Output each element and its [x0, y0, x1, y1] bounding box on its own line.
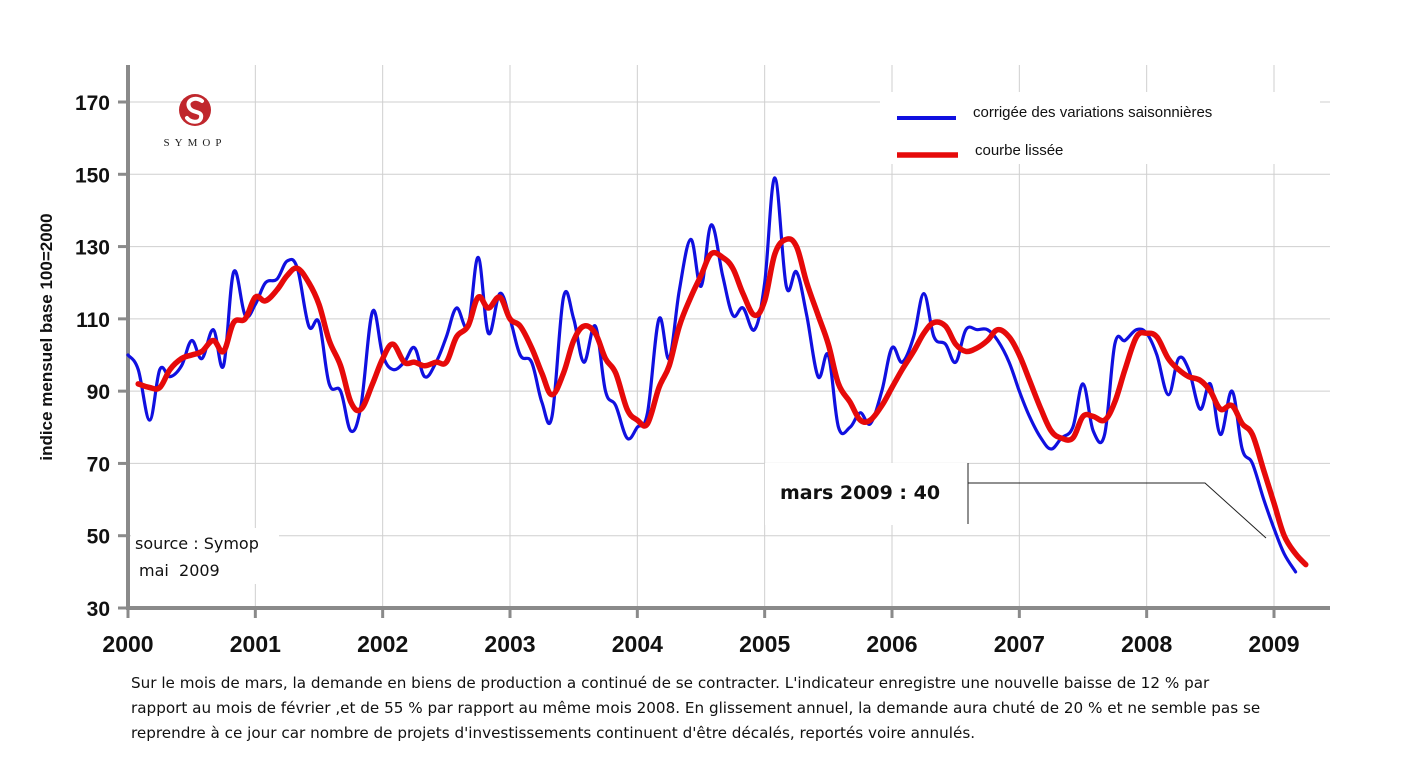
x-tick-label-2009: 2009: [1248, 631, 1299, 657]
annotation-leader-line: [968, 482, 1267, 539]
x-tick-label-2000: 2000: [102, 631, 153, 657]
symop-logo-swirl: [185, 96, 204, 124]
legend-background: [880, 92, 1320, 164]
annotation: mars 2009 : 40: [780, 463, 1267, 539]
y-tick-label-50: 50: [87, 526, 110, 549]
source-note-line2: mai 2009: [139, 561, 220, 580]
source-note-background: [131, 528, 279, 584]
symop-logo: SYMOP: [164, 94, 227, 149]
caption-line-3: reprendre à ce jour car nombre de projet…: [131, 724, 976, 742]
y-axis-ticks: 30 50 70 90 110 130 150 170: [75, 92, 128, 621]
x-tick-label-2005: 2005: [739, 631, 790, 657]
legend-label-cvs: corrigée des variations saisonnières: [973, 104, 1212, 121]
x-tick-label-2003: 2003: [484, 631, 535, 657]
caption: Sur le mois de mars, la demande en biens…: [131, 671, 1371, 746]
legend-label-smoothed: courbe lissée: [975, 142, 1063, 159]
series-line-smoothed: [135, 236, 1309, 568]
caption-line-1: Sur le mois de mars, la demande en biens…: [131, 674, 1210, 692]
x-tick-label-2007: 2007: [994, 631, 1045, 657]
source-note-line1: source : Symop: [135, 534, 259, 553]
y-tick-label-70: 70: [87, 453, 110, 476]
x-tick-label-2001: 2001: [230, 631, 281, 657]
y-tick-label-130: 130: [75, 237, 110, 260]
x-tick-label-2004: 2004: [612, 631, 663, 657]
series-line-cvs: [126, 176, 1298, 574]
symop-logo-text: SYMOP: [164, 137, 227, 149]
x-axis-ticks: 2000 2001 2002 2003 2004 2005 2006 2007 2008 2009: [102, 608, 1300, 657]
legend: corrigée des variations saisonnières cou…: [897, 104, 1212, 159]
x-tick-label-2008: 2008: [1121, 631, 1172, 657]
y-axis-label: indice mensuel base 100=2000: [37, 213, 56, 460]
annotation-background: [765, 463, 968, 525]
x-tick-label-2006: 2006: [866, 631, 917, 657]
chart-grid: [128, 65, 1330, 608]
y-tick-label-110: 110: [76, 309, 110, 332]
y-tick-label-90: 90: [87, 381, 110, 404]
x-tick-label-2002: 2002: [357, 631, 408, 657]
y-tick-label-30: 30: [87, 598, 110, 621]
y-tick-label-150: 150: [75, 164, 110, 187]
annotation-text: mars 2009 : 40: [780, 482, 940, 504]
y-tick-label-170: 170: [75, 92, 110, 115]
caption-line-2: rapport au mois de février ,et de 55 % p…: [131, 699, 1261, 717]
source-note: source : Symop mai 2009: [135, 534, 259, 580]
